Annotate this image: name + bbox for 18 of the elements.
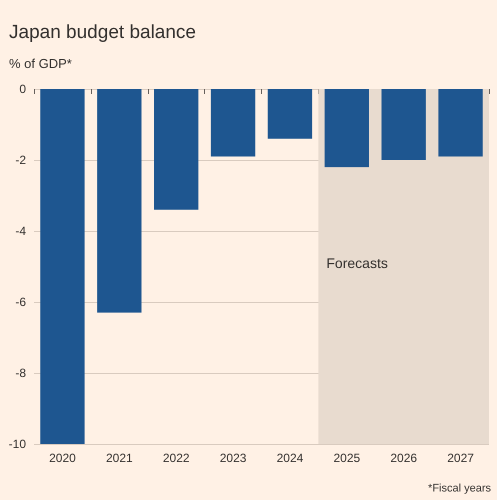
y-tick-label: -6 [15,295,26,309]
y-tick-label: -8 [15,366,26,380]
x-tick-label: 2026 [390,451,418,465]
x-tick-label: 2022 [162,451,190,465]
x-tick-label: 2027 [447,451,474,465]
y-tick-label: -4 [15,224,26,238]
x-tick-label: 2023 [220,451,247,465]
x-tick-label: 2024 [276,451,304,465]
chart-subtitle: % of GDP* [9,56,72,71]
x-tick-label: 2020 [49,451,76,465]
y-tick-label: -10 [8,437,26,451]
text: *Fiscal years [428,482,492,494]
chart-title: Japan budget balance [9,22,196,43]
band-label: Forecasts [326,254,388,271]
x-tick-label: 2021 [106,451,133,465]
y-tick-label: 0 [19,82,26,96]
y-tick-label: -2 [15,153,26,167]
x-tick-label: 2025 [333,451,360,465]
